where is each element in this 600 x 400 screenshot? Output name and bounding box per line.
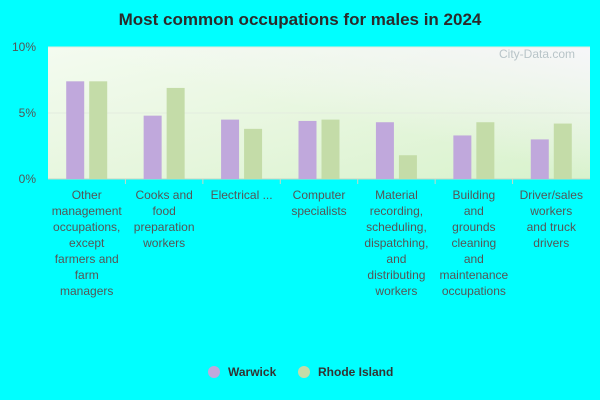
y-axis: 0% 5% 10%	[12, 40, 36, 186]
bar-rhode-island[interactable]	[89, 81, 108, 179]
legend-label: Rhode Island	[318, 365, 393, 379]
chart-title: Most common occupations for males in 202…	[119, 10, 482, 29]
bar-rhode-island[interactable]	[553, 123, 572, 179]
x-tick-label: Cooks and food preparation workers	[134, 188, 195, 250]
watermark: City-Data.com	[499, 47, 575, 61]
bar-warwick[interactable]	[530, 139, 549, 179]
legend-swatch	[298, 366, 310, 378]
grid	[48, 46, 590, 180]
x-axis: Other management occupations, except farmers…	[52, 179, 583, 298]
bar-warwick[interactable]	[143, 115, 162, 179]
bar-warwick[interactable]	[221, 119, 240, 179]
x-tick-label: Other management occupations, except farmers…	[52, 188, 123, 298]
bar-warwick[interactable]	[375, 122, 394, 179]
legend: Warwick Rhode Island	[208, 365, 393, 379]
bar-warwick[interactable]	[66, 81, 85, 179]
bar-rhode-island[interactable]	[321, 119, 340, 179]
x-tick-label: Electrical ...	[211, 188, 273, 202]
x-tick-label: Driver/sales workers and truck drivers	[520, 188, 583, 250]
y-tick-label: 10%	[12, 40, 36, 54]
legend-swatch	[208, 366, 220, 378]
bar-rhode-island[interactable]	[476, 122, 495, 179]
bars	[66, 81, 572, 179]
bar-rhode-island[interactable]	[244, 128, 263, 179]
x-tick-label: Material recording, scheduling, dispatching…	[364, 188, 428, 298]
bar-rhode-island[interactable]	[166, 87, 185, 179]
y-tick-label: 0%	[19, 172, 37, 186]
bar-warwick[interactable]	[453, 135, 472, 179]
y-tick-label: 5%	[19, 106, 37, 120]
bar-warwick[interactable]	[298, 120, 317, 179]
legend-label: Warwick	[228, 365, 277, 379]
x-tick-label: Building and grounds cleaning and maintenance…	[439, 188, 508, 298]
x-tick-label: Computer specialists	[291, 188, 346, 218]
bar-rhode-island[interactable]	[398, 155, 417, 179]
